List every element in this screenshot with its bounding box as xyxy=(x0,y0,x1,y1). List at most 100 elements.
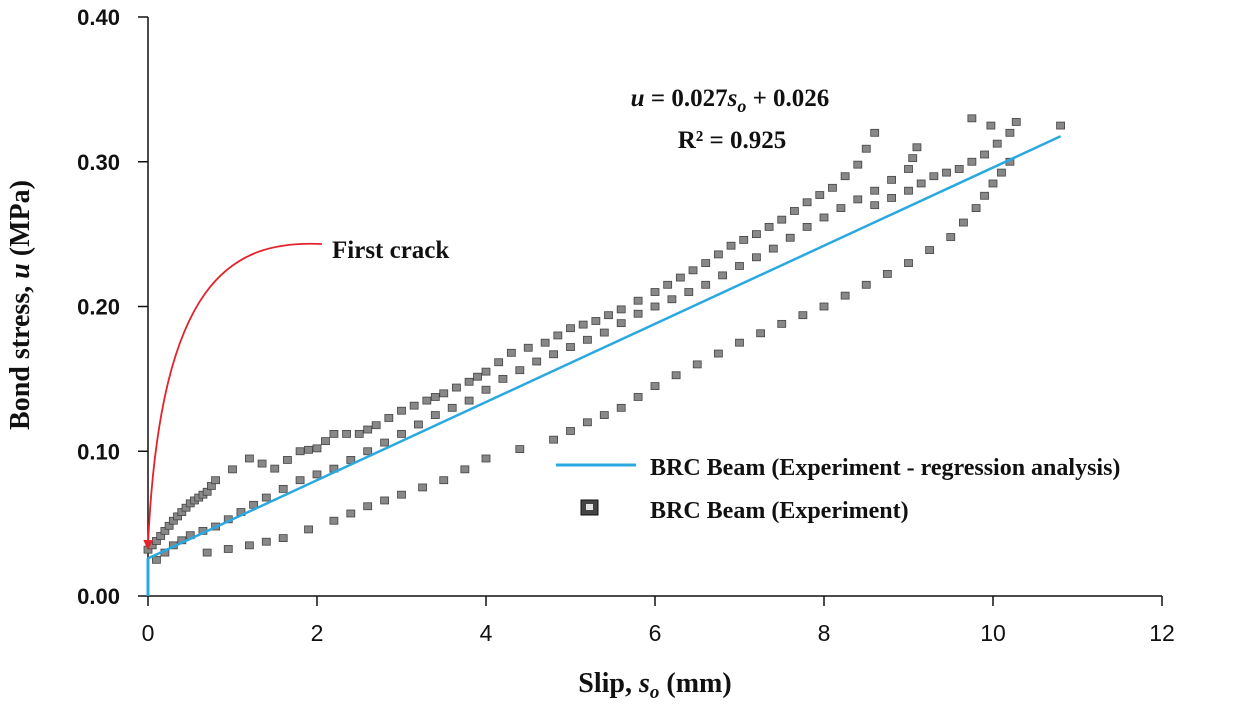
data-point xyxy=(946,233,956,241)
data-point xyxy=(785,233,795,242)
data-point xyxy=(882,270,892,278)
legend-label-regression: BRC Beam (Experiment - regression analys… xyxy=(650,455,1120,481)
y-tick-label: 0.30 xyxy=(77,150,120,175)
data-point xyxy=(718,271,727,280)
data-point xyxy=(870,186,880,195)
data-point xyxy=(701,280,711,289)
data-point xyxy=(439,476,449,485)
data-point xyxy=(270,464,280,473)
data-point xyxy=(967,114,977,123)
data-point xyxy=(223,545,233,553)
data-point xyxy=(439,389,449,398)
data-point xyxy=(430,411,440,419)
data-point xyxy=(616,305,626,314)
y-tick-label: 0.00 xyxy=(77,584,120,609)
data-point xyxy=(971,204,981,212)
data-point xyxy=(954,165,964,173)
data-point xyxy=(283,456,292,464)
data-point xyxy=(473,372,482,381)
data-point xyxy=(278,484,288,493)
data-point xyxy=(278,534,288,542)
data-point xyxy=(925,246,935,254)
regression-line xyxy=(147,135,1062,560)
x-tick-label: 8 xyxy=(818,620,831,646)
data-point xyxy=(447,403,457,412)
data-point xyxy=(904,259,913,267)
data-point xyxy=(498,374,508,383)
x-tick-label: 0 xyxy=(142,620,155,646)
data-point xyxy=(752,230,761,239)
first-crack-arrow xyxy=(143,242,323,550)
data-point xyxy=(599,411,609,419)
data-point xyxy=(549,350,558,359)
data-point xyxy=(692,360,702,369)
data-point xyxy=(452,383,461,392)
data-point xyxy=(481,385,491,394)
x-ticks: 0 2 4 6 8 10 12 xyxy=(142,596,1175,646)
data-point xyxy=(244,454,254,463)
data-point xyxy=(819,213,829,222)
data-point xyxy=(481,367,491,376)
data-point xyxy=(853,195,863,204)
data-point xyxy=(739,236,749,244)
data-point xyxy=(371,421,381,430)
data-point xyxy=(481,454,491,463)
data-point xyxy=(815,191,825,199)
data-point xyxy=(549,435,558,444)
data-point xyxy=(413,420,423,429)
data-point xyxy=(836,204,846,212)
data-point xyxy=(397,490,406,499)
data-point xyxy=(523,343,533,352)
data-point xyxy=(616,403,626,412)
data-point xyxy=(798,311,808,320)
data-point xyxy=(735,338,744,347)
x-tick-label: 6 xyxy=(649,620,662,646)
data-point xyxy=(515,366,525,375)
data-point xyxy=(494,358,504,367)
data-point xyxy=(604,311,613,320)
data-point xyxy=(532,357,542,366)
data-point xyxy=(671,371,681,380)
data-point xyxy=(828,183,837,192)
data-point xyxy=(912,143,922,152)
data-point xyxy=(701,259,711,267)
y-tick-label: 0.20 xyxy=(77,295,120,320)
data-point xyxy=(363,425,373,434)
data-point xyxy=(633,393,643,401)
data-point xyxy=(819,302,829,311)
data-point xyxy=(304,525,313,534)
data-point xyxy=(578,320,588,329)
data-point xyxy=(861,144,871,153)
data-point xyxy=(211,476,221,485)
data-point xyxy=(713,349,723,358)
data-point xyxy=(599,328,609,337)
data-point xyxy=(663,280,673,289)
data-point xyxy=(1011,118,1021,126)
x-tick-label: 12 xyxy=(1149,620,1175,646)
data-point xyxy=(354,429,364,438)
data-point xyxy=(675,273,685,282)
y-tick-label: 0.10 xyxy=(77,439,120,464)
data-point xyxy=(202,548,212,557)
data-point xyxy=(688,266,698,275)
data-point xyxy=(616,319,626,328)
data-point xyxy=(397,406,406,415)
data-point xyxy=(312,470,322,479)
data-point xyxy=(583,335,592,344)
data-point xyxy=(384,414,394,422)
data-point xyxy=(363,447,373,456)
data-point xyxy=(1056,121,1065,130)
data-point xyxy=(764,222,774,231)
data-point xyxy=(870,128,880,137)
data-point xyxy=(583,418,592,427)
experiment-points xyxy=(143,114,1065,564)
data-point xyxy=(566,427,575,435)
data-point xyxy=(257,459,267,468)
data-point xyxy=(942,168,951,177)
legend: BRC Beam (Experiment - regression analys… xyxy=(556,455,1120,524)
legend-marker-highlight xyxy=(586,504,593,510)
data-point xyxy=(464,377,474,386)
r-squared-label: R² = 0.925 xyxy=(678,127,787,154)
data-point xyxy=(840,172,850,181)
data-point xyxy=(397,429,406,438)
